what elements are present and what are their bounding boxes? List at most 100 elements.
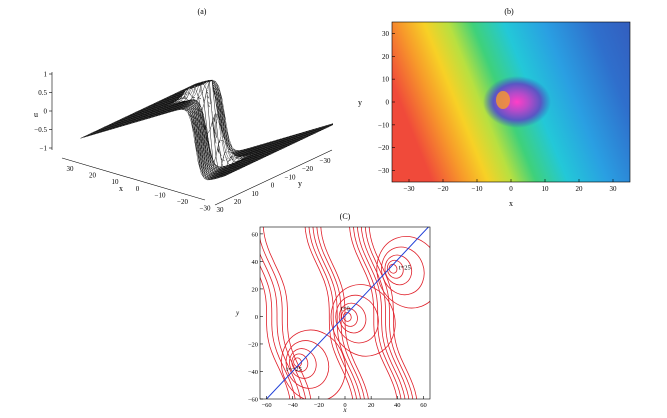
x-tick-label: −10 [155, 191, 166, 199]
y-tick-label: 0 [386, 99, 390, 107]
y-tick-label: −30 [378, 167, 389, 175]
y-tick-label: −60 [248, 397, 258, 404]
y-axis-label: y [298, 179, 302, 188]
lump-contour [381, 246, 425, 296]
lump-contour [341, 308, 358, 327]
lump-contour [293, 357, 302, 368]
z-axis-label: u [34, 110, 38, 119]
panel-c: (C) −60 −40 −20 0 20 40 60 60 40 20 0 −20 −40 −60 t=… [226, 210, 440, 414]
lump-contour [335, 294, 379, 344]
x-tick-label: −20 [438, 185, 449, 193]
contour-line [312, 227, 361, 399]
lump-contour [388, 263, 398, 274]
y-tick-label: 10 [252, 190, 260, 198]
y-tick-label: 20 [234, 198, 242, 206]
x-tick-label: −30 [404, 185, 415, 193]
x-tick-label: −20 [314, 402, 324, 409]
y-tick-label: −10 [285, 173, 296, 181]
x-tick-label: −30 [200, 205, 211, 212]
y-tick-label: 0 [271, 182, 275, 190]
y-tick-label: −10 [378, 121, 389, 129]
x-tick-label: −60 [261, 402, 271, 409]
x-tick-label: 30 [610, 185, 618, 193]
contour-lines [260, 227, 430, 399]
contour-line [357, 227, 406, 399]
panel-b: (b) −30 −20 −10 0 10 20 30 30 20 10 0 −10 −20 −30 x … [340, 0, 667, 212]
surface-mesh [80, 79, 340, 181]
x-tick-label: −20 [177, 198, 188, 206]
x-tick-label: 0 [136, 185, 140, 193]
lump-contour [285, 340, 330, 389]
y-axis [214, 149, 333, 206]
x-tick-label: 30 [67, 165, 75, 173]
panel-b-label: (b) [504, 7, 514, 16]
x-tick-label: 0 [343, 402, 346, 409]
contour-line [320, 227, 369, 399]
y-axis-label-b: y [358, 98, 362, 107]
x-axis-label-b: x [509, 199, 513, 208]
contour-line [316, 227, 365, 399]
x-axis-label: x [119, 184, 123, 193]
x-tick-label: −40 [288, 402, 298, 409]
contour-line [262, 227, 312, 399]
x-tick-label: 20 [368, 402, 375, 409]
z-tick-label: 0 [44, 108, 48, 116]
y-axis-label-c: y [235, 309, 240, 317]
panel-a-svg: (a) 1 0.5 0 −0.5 −1 u 30 20 10 0 −10 −20 −30 x −30… [34, 7, 340, 214]
lump-contour [376, 236, 430, 309]
contour-line [364, 227, 414, 399]
y-tick-label: 60 [252, 231, 259, 238]
x-tick-label: 10 [542, 185, 550, 193]
trajectory-line [266, 227, 430, 399]
contour-line [360, 227, 410, 399]
y-tick-label: 40 [252, 259, 259, 266]
x-tick-label: 0 [509, 185, 513, 193]
z-tick-label: 1 [44, 71, 48, 79]
y-tick-label: 20 [382, 53, 390, 61]
x-axis [61, 157, 206, 201]
lump-contour [281, 329, 346, 399]
y-tick-label: −20 [378, 144, 389, 152]
y-tick-label: −40 [248, 369, 258, 376]
contour-line [260, 264, 296, 399]
time-annotation: t=−25 [286, 366, 302, 373]
panel-a: (a) 1 0.5 0 −0.5 −1 u 30 20 10 0 −10 −20 −30 x −30… [0, 0, 340, 214]
y-tick-label: 30 [217, 206, 225, 212]
lump-contour [384, 254, 413, 286]
lump-contour [342, 312, 352, 322]
x-axis-label-c: x [342, 406, 347, 413]
x-tick-label: 20 [89, 172, 97, 180]
contour-line [308, 227, 357, 399]
y-tick-label: 30 [382, 30, 390, 38]
contour-line [260, 276, 291, 399]
x-tick-label: −10 [472, 185, 483, 193]
x-tick-label: 10 [112, 178, 120, 186]
contour-line [260, 253, 301, 399]
x-tick-label: 40 [394, 402, 401, 409]
z-tick-label: 0.5 [38, 89, 47, 97]
panel-a-label: (a) [198, 7, 207, 16]
lump-contour [289, 348, 317, 379]
lump-contour [330, 284, 396, 357]
lump-contour [291, 353, 309, 373]
y-tick-label: 0 [255, 314, 258, 321]
y-tick-label: 20 [252, 286, 259, 293]
y-tick-label: −20 [302, 165, 313, 173]
lump-contour [386, 259, 404, 279]
contour-line [260, 237, 306, 399]
panel-c-label: (C) [340, 212, 351, 221]
time-annotation: t=0 [341, 305, 350, 312]
y-tick-label: −30 [320, 157, 331, 165]
heatmap-field [392, 22, 630, 182]
z-tick-label: −1 [40, 145, 48, 153]
contour-line [349, 227, 398, 399]
x-tick-label: 60 [420, 402, 427, 409]
contour-line [368, 227, 418, 399]
y-tick-label: 10 [382, 76, 390, 84]
lump-contour [338, 302, 367, 334]
time-annotation: t=25 [399, 264, 411, 271]
contour-line [304, 227, 354, 399]
y-tick-label: −20 [248, 341, 258, 348]
panel-c-svg: (C) −60 −40 −20 0 20 40 60 60 40 20 0 −20 −40 −60 t=… [235, 212, 431, 414]
